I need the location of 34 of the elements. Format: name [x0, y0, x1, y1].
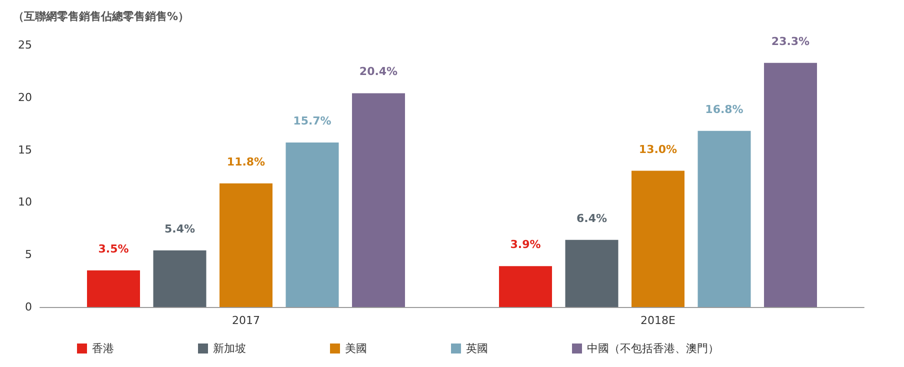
data-label: 15.7% — [293, 114, 332, 128]
y-tick-label: 20 — [18, 90, 32, 104]
bar — [764, 62, 817, 307]
data-label: 3.9% — [510, 238, 541, 252]
data-label: 11.8% — [226, 155, 266, 168]
bar — [632, 170, 684, 307]
y-tick-label: 10 — [18, 196, 32, 209]
legend-label: 英國 — [466, 342, 488, 355]
data-label: 23.3% — [771, 34, 810, 48]
legend-label: 美國 — [345, 342, 367, 355]
bar — [87, 270, 140, 307]
y-tick-label: 5 — [25, 248, 32, 262]
data-label: 3.5% — [98, 242, 129, 256]
bar — [565, 240, 618, 307]
legend-label: 香港 — [92, 342, 114, 355]
bar — [153, 250, 206, 307]
bar — [286, 142, 339, 307]
bar — [499, 266, 552, 307]
y-tick-label: 0 — [25, 300, 32, 314]
x-tick-label: 2017 — [232, 314, 260, 327]
legend-label: 中國（不包括香港、澳門） — [587, 342, 719, 355]
y-axis-title: （互聯網零售銷售佔總零售銷售%） — [13, 10, 190, 23]
bar — [220, 183, 272, 307]
legend-label: 新加坡 — [213, 342, 246, 355]
data-label: 20.4% — [359, 65, 398, 78]
bar — [698, 130, 751, 307]
data-label: 16.8% — [705, 102, 744, 116]
y-tick-label: 15 — [18, 143, 32, 156]
data-label: 5.4% — [164, 222, 196, 236]
y-tick-label: 25 — [18, 38, 32, 52]
bar — [352, 93, 405, 307]
data-label: 13.0% — [638, 142, 678, 156]
data-label: 6.4% — [576, 212, 608, 225]
x-tick-label: 2018E — [640, 314, 676, 327]
